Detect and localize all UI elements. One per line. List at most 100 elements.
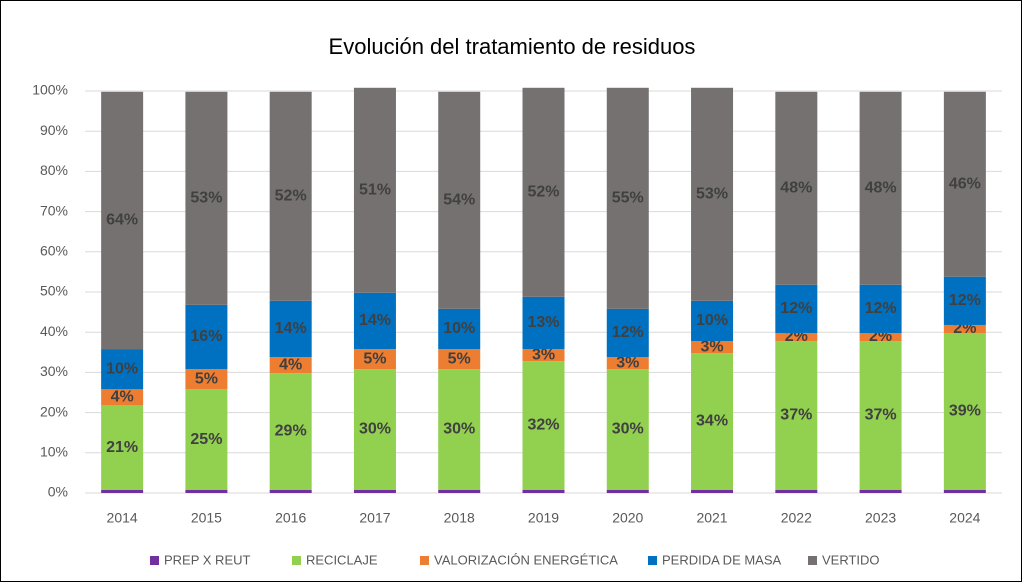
bar-segment	[859, 91, 902, 285]
data-label: 55%	[612, 190, 644, 207]
bar-segment	[775, 284, 818, 334]
data-label: 10%	[696, 312, 728, 329]
legend-swatch	[808, 556, 817, 565]
bar-segment	[269, 91, 312, 301]
data-label: 3%	[700, 338, 723, 355]
y-tick-label: 50%	[40, 283, 68, 299]
data-label: 54%	[443, 192, 475, 209]
data-label: 37%	[865, 407, 897, 424]
data-label: 29%	[275, 423, 307, 440]
x-tick-label: 2017	[359, 510, 390, 526]
data-label: 48%	[780, 180, 812, 197]
bar-segment	[606, 489, 649, 493]
x-tick-label: 2019	[528, 510, 559, 526]
data-label: 52%	[275, 188, 307, 205]
data-label: 12%	[949, 292, 981, 309]
data-label: 46%	[949, 175, 981, 192]
data-label: 3%	[532, 346, 555, 363]
legend-label: RECICLAJE	[306, 552, 378, 567]
data-label: 4%	[279, 356, 302, 373]
bar-segment	[438, 489, 481, 493]
y-tick-label: 70%	[40, 202, 68, 218]
x-tick-label: 2022	[781, 510, 812, 526]
bar-segment	[185, 389, 228, 490]
legend-swatch	[648, 556, 657, 565]
bar-segment	[269, 489, 312, 493]
y-tick-label: 20%	[40, 403, 68, 419]
bar-segment	[522, 361, 565, 490]
bar-segment	[691, 87, 734, 301]
bar-segment	[101, 405, 144, 490]
x-tick-label: 2023	[865, 510, 896, 526]
bar-segment	[269, 373, 312, 490]
legend-label: VALORIZACIÓN ENERGÉTICA	[434, 552, 618, 567]
bar-segment	[859, 341, 902, 490]
bar-segment	[353, 87, 396, 293]
bar-segment	[353, 489, 396, 493]
legend-swatch	[150, 556, 159, 565]
bar-segment	[606, 308, 649, 358]
bar-segment	[353, 369, 396, 490]
data-label: 21%	[106, 439, 138, 456]
bar-segment	[775, 489, 818, 493]
bar-segment	[859, 284, 902, 334]
y-tick-label: 60%	[40, 243, 68, 259]
x-tick-label: 2016	[275, 510, 306, 526]
bar-segment	[438, 369, 481, 490]
bar-segment	[522, 296, 565, 350]
data-label: 30%	[359, 421, 391, 438]
data-label: 14%	[359, 312, 391, 329]
bar-segment	[185, 91, 228, 305]
bar-segment	[438, 349, 481, 370]
bar-segment	[522, 349, 565, 362]
bar-segment	[269, 300, 312, 358]
y-tick-label: 100%	[32, 82, 68, 98]
bar-segment	[522, 489, 565, 493]
bar-segment	[859, 489, 902, 493]
y-tick-label: 30%	[40, 363, 68, 379]
data-label: 48%	[865, 180, 897, 197]
y-tick-label: 40%	[40, 323, 68, 339]
bar-segment	[691, 489, 734, 493]
bar-segment	[775, 341, 818, 490]
bar-segment	[185, 369, 228, 390]
bar-segment	[606, 357, 649, 370]
data-label: 16%	[190, 328, 222, 345]
bar-segment	[943, 489, 986, 493]
data-label: 30%	[443, 421, 475, 438]
legend-label: PERDIDA DE MASA	[662, 552, 782, 567]
data-label: 30%	[612, 421, 644, 438]
bar-segment	[101, 91, 144, 350]
x-tick-label: 2024	[949, 510, 980, 526]
y-tick-label: 90%	[40, 122, 68, 138]
data-label: 13%	[527, 314, 559, 331]
data-label: 12%	[780, 300, 812, 317]
data-label: 64%	[106, 212, 138, 229]
bar-segment	[522, 87, 565, 297]
data-label: 39%	[949, 403, 981, 420]
bar-segment	[438, 91, 481, 309]
x-tick-label: 2020	[612, 510, 643, 526]
bar-segment	[859, 333, 902, 342]
data-label: 10%	[106, 360, 138, 377]
y-tick-label: 10%	[40, 444, 68, 460]
data-label: 4%	[111, 389, 134, 406]
data-label: 3%	[616, 354, 639, 371]
bar-segment	[775, 91, 818, 285]
data-label: 5%	[363, 350, 386, 367]
bar-segment	[353, 292, 396, 350]
x-tick-label: 2015	[191, 510, 222, 526]
bar-segment	[101, 489, 144, 493]
bar-segment	[101, 389, 144, 406]
bar-segment	[185, 304, 228, 370]
data-label: 5%	[195, 370, 218, 387]
chart-title: Evolución del tratamiento de residuos	[329, 34, 696, 59]
data-label: 5%	[448, 350, 471, 367]
bar-segment	[691, 300, 734, 342]
data-label: 51%	[359, 182, 391, 199]
legend-label: PREP X REUT	[164, 552, 251, 567]
bar-segment	[691, 353, 734, 490]
data-label: 32%	[527, 417, 559, 434]
data-label: 37%	[780, 407, 812, 424]
